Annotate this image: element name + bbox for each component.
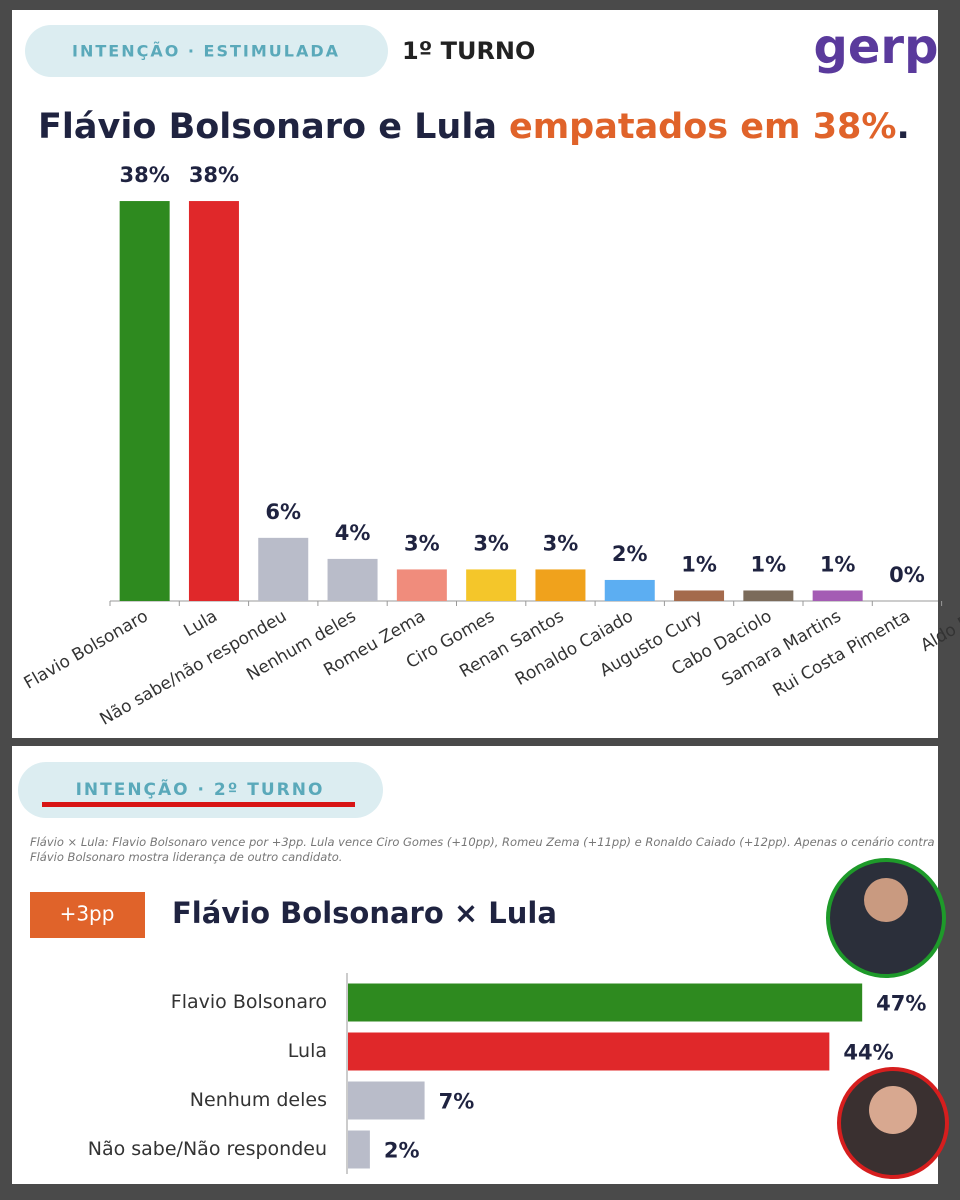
title-part: . xyxy=(896,107,909,147)
value-label: 2% xyxy=(612,542,648,566)
bar xyxy=(188,201,239,602)
title-highlight: empatados em 38% xyxy=(509,107,897,147)
value-label: 0% xyxy=(889,563,925,587)
value-label: 3% xyxy=(543,531,579,555)
bar xyxy=(327,558,378,601)
bar xyxy=(812,590,863,601)
value-label: 3% xyxy=(404,531,440,555)
underline xyxy=(42,802,355,807)
y-tick-label: Lula xyxy=(288,1040,327,1062)
bar xyxy=(348,1081,425,1120)
bar xyxy=(535,569,586,601)
value-label: 1% xyxy=(820,552,856,576)
pill xyxy=(25,25,388,77)
bar xyxy=(743,590,794,601)
value-label: 6% xyxy=(265,500,301,524)
bar xyxy=(119,201,170,602)
note: Flávio × Lula: Flavio Bolsonaro vence po… xyxy=(30,835,935,864)
bar xyxy=(466,569,517,601)
value-label: 1% xyxy=(751,552,787,576)
bar xyxy=(348,983,863,1022)
badge-text: +3pp xyxy=(60,902,115,926)
photo-face xyxy=(864,878,908,922)
bar xyxy=(604,579,655,601)
y-tick-label: Nenhum deles xyxy=(190,1089,327,1111)
y-tick-label: Flavio Bolsonaro xyxy=(171,991,327,1013)
round-label: 1º TURNO xyxy=(402,37,535,65)
chart-title: Flávio Bolsonaro × Lula xyxy=(172,896,557,930)
y-tick-label: Não sabe/Não respondeu xyxy=(88,1138,327,1160)
value-label: 47% xyxy=(876,992,926,1016)
value-label: 1% xyxy=(681,552,717,576)
value-label: 4% xyxy=(335,521,371,545)
pill-text: INTENÇÃO · ESTIMULADA xyxy=(72,42,340,61)
pill-text: INTENÇÃO · 2º TURNO xyxy=(76,777,325,800)
logo: gerp xyxy=(814,19,939,75)
bar xyxy=(396,569,447,601)
chart-title: Flávio Bolsonaro e Lula empatados em 38%. xyxy=(38,107,910,147)
bar xyxy=(674,590,725,601)
value-label: 44% xyxy=(843,1041,893,1065)
value-label: 38% xyxy=(189,163,239,187)
photo-face xyxy=(869,1086,917,1134)
bar xyxy=(348,1032,830,1071)
value-label: 38% xyxy=(120,163,170,187)
value-label: 2% xyxy=(384,1139,420,1163)
bar xyxy=(348,1130,370,1169)
bar xyxy=(258,537,309,601)
badge xyxy=(30,892,145,938)
value-label: 7% xyxy=(439,1090,475,1114)
title-part: Flávio Bolsonaro e Lula xyxy=(38,107,497,147)
value-label: 3% xyxy=(473,531,509,555)
bottom-panel xyxy=(12,746,938,1184)
